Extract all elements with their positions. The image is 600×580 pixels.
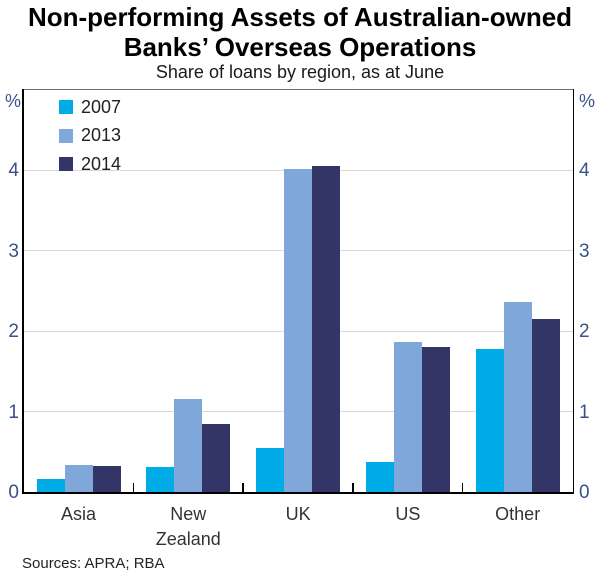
left-axis-line	[22, 88, 24, 492]
y-axis-label-right-4: 4	[579, 160, 590, 182]
legend-swatch-2013	[59, 128, 73, 143]
legend-item-2014: 2014	[59, 150, 121, 179]
legend-label-2007: 2007	[81, 96, 122, 117]
bar-asia-2014	[92, 466, 121, 492]
x-axis-tick	[242, 483, 244, 492]
x-axis-tick	[132, 483, 135, 492]
category-label-asia: Asia	[60, 504, 96, 524]
y-axis-unit-left: %	[4, 91, 21, 111]
bar-us-2007	[365, 462, 394, 492]
y-axis-label-left-1: 1	[8, 401, 19, 423]
bar-other-2014	[531, 319, 560, 492]
chart-subtitle: Share of loans by region, as at June	[155, 62, 445, 82]
sources-note: Sources: APRA; RBA	[22, 555, 165, 572]
legend-label-2013: 2013	[81, 125, 122, 146]
legend-swatch-2007	[59, 100, 73, 115]
bar-asia-2007	[36, 479, 65, 492]
right-axis-line	[572, 88, 574, 492]
chart-title: Non-performing Assets of Australian-owne…	[0, 2, 600, 62]
legend-item-2007: 2007	[59, 93, 121, 122]
y-axis-label-left-2: 2	[8, 321, 19, 343]
category-label-other: Other	[495, 504, 541, 524]
y-axis-label-right-1: 1	[579, 401, 590, 423]
category-label-uk: UK	[285, 504, 311, 524]
bar-uk-2007	[256, 447, 285, 492]
legend-item-2013: 2013	[59, 122, 121, 151]
y-axis-label-left-3: 3	[8, 240, 19, 262]
chart-title-line2: Banks’ Overseas Operations	[123, 32, 477, 62]
bar-us-2013	[393, 341, 422, 492]
bar-other-2013	[503, 302, 532, 492]
y-axis-label-right-0: 0	[579, 482, 590, 503]
x-axis-tick	[461, 483, 464, 492]
chart-title-line1: Non-performing Assets of Australian-owne…	[27, 2, 573, 32]
category-label-us: US	[395, 504, 421, 524]
category-label-new-zealand: New Zealand	[155, 504, 221, 549]
y-axis-label-right-3: 3	[579, 240, 590, 262]
bar-new-zealand-2013	[174, 398, 203, 492]
x-axis-tick	[352, 483, 354, 492]
y-axis-label-left-0: 0	[8, 482, 19, 503]
plot-top-border	[23, 88, 573, 90]
bar-uk-2014	[312, 165, 341, 492]
bar-other-2007	[475, 348, 504, 492]
legend-label-2014: 2014	[81, 153, 122, 174]
legend-swatch-2014	[59, 157, 73, 172]
x-axis-baseline	[22, 492, 574, 494]
bar-us-2014	[421, 347, 450, 492]
bar-new-zealand-2014	[202, 423, 231, 492]
bar-asia-2013	[64, 464, 93, 492]
y-axis-label-right-2: 2	[579, 321, 590, 343]
y-axis-label-left-4: 4	[8, 160, 19, 182]
bar-new-zealand-2007	[146, 467, 175, 492]
bar-uk-2013	[284, 168, 313, 492]
y-axis-unit-right: %	[579, 91, 596, 111]
plot-area	[22, 88, 574, 494]
legend: 2007 2013 2014	[59, 93, 121, 179]
